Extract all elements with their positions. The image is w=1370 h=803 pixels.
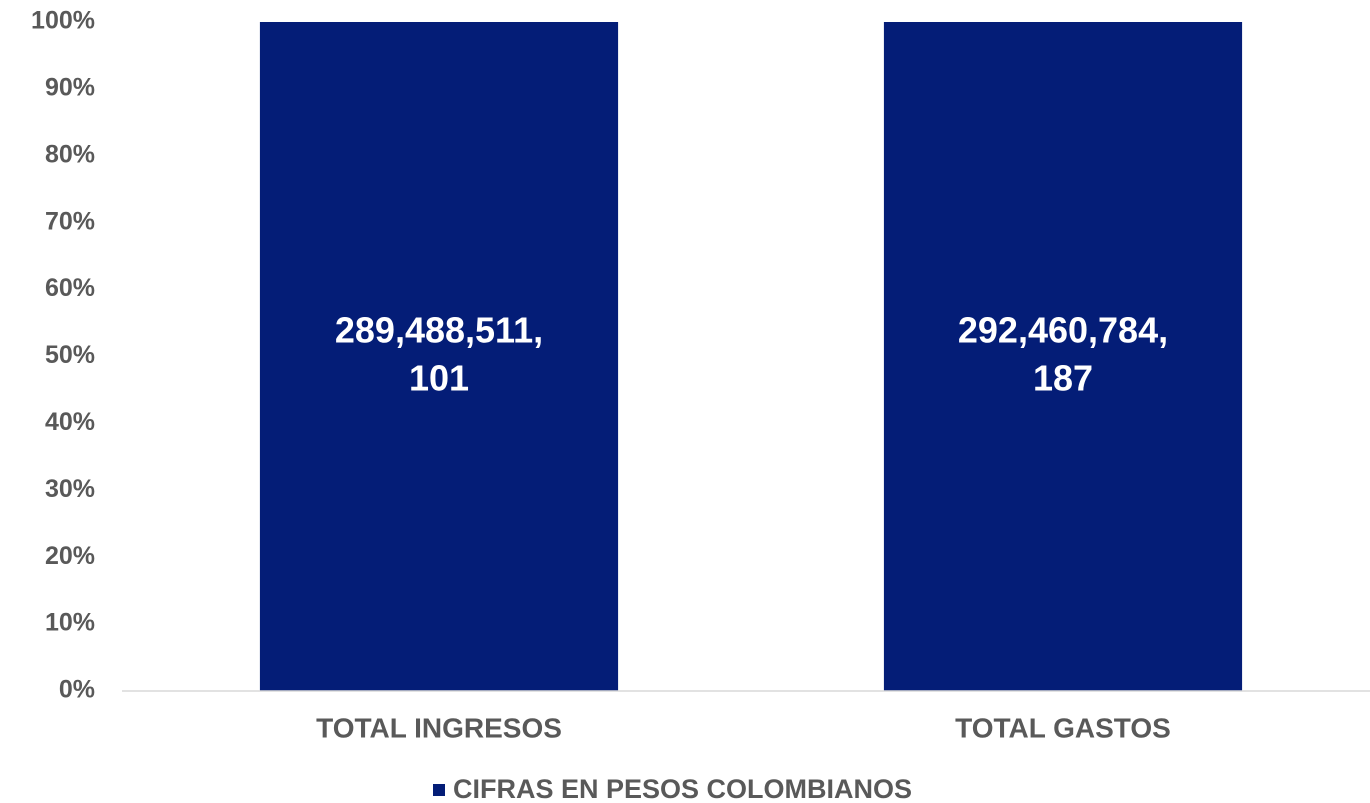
x-tick-label: TOTAL INGRESOS [316,712,562,743]
data-label-line: 289,488,511, [335,309,543,350]
data-label-line: 101 [409,357,469,398]
y-tick-label: 70% [45,207,95,235]
data-label: 289,488,511, 101 [335,309,543,398]
data-label-line: 187 [1033,357,1093,398]
y-tick-label: 50% [45,341,95,369]
data-label-line: 292,460,784, [958,309,1168,350]
y-tick-label: 10% [45,609,95,637]
bar [883,22,1243,691]
y-tick-label: 90% [45,74,95,102]
x-tick-label: TOTAL GASTOS [955,712,1171,743]
legend-marker [433,784,445,796]
y-tick-label: 80% [45,140,95,168]
bar [259,22,619,691]
data-label: 292,460,784, 187 [958,309,1168,398]
y-tick-label: 60% [45,274,95,302]
y-tick-label: 30% [45,475,95,503]
legend-label: CIFRAS EN PESOS COLOMBIANOS [453,774,912,803]
y-tick-label: 40% [45,408,95,436]
y-tick-label: 100% [31,7,95,35]
y-tick-label: 0% [59,676,95,704]
y-tick-label: 20% [45,542,95,570]
